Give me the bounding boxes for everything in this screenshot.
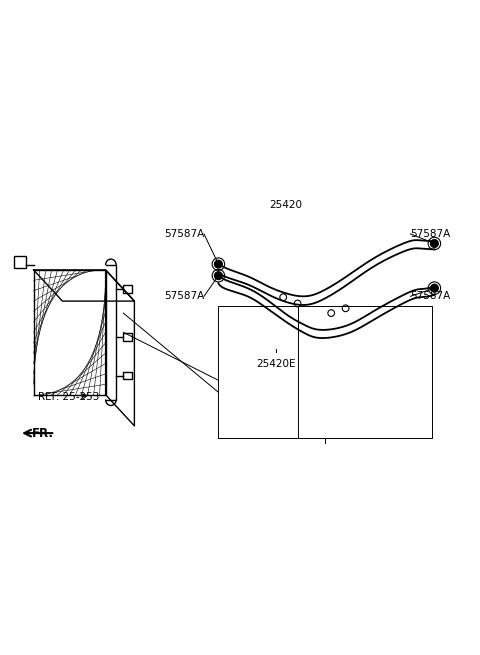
Bar	[123, 333, 132, 341]
Bar	[123, 371, 132, 379]
Text: 57587A: 57587A	[410, 229, 451, 239]
Text: 57587A: 57587A	[164, 291, 204, 301]
Text: FR.: FR.	[32, 426, 54, 440]
Text: 25420E: 25420E	[256, 359, 296, 369]
Circle shape	[431, 240, 438, 248]
Text: REF. 25-253: REF. 25-253	[38, 392, 100, 402]
Text: 57587A: 57587A	[164, 229, 204, 239]
Circle shape	[215, 260, 222, 268]
Circle shape	[215, 272, 222, 280]
Circle shape	[431, 284, 438, 292]
Text: 25420: 25420	[269, 200, 302, 210]
Bar	[123, 286, 132, 293]
Text: 57587A: 57587A	[410, 291, 451, 301]
Bar	[14, 255, 26, 267]
